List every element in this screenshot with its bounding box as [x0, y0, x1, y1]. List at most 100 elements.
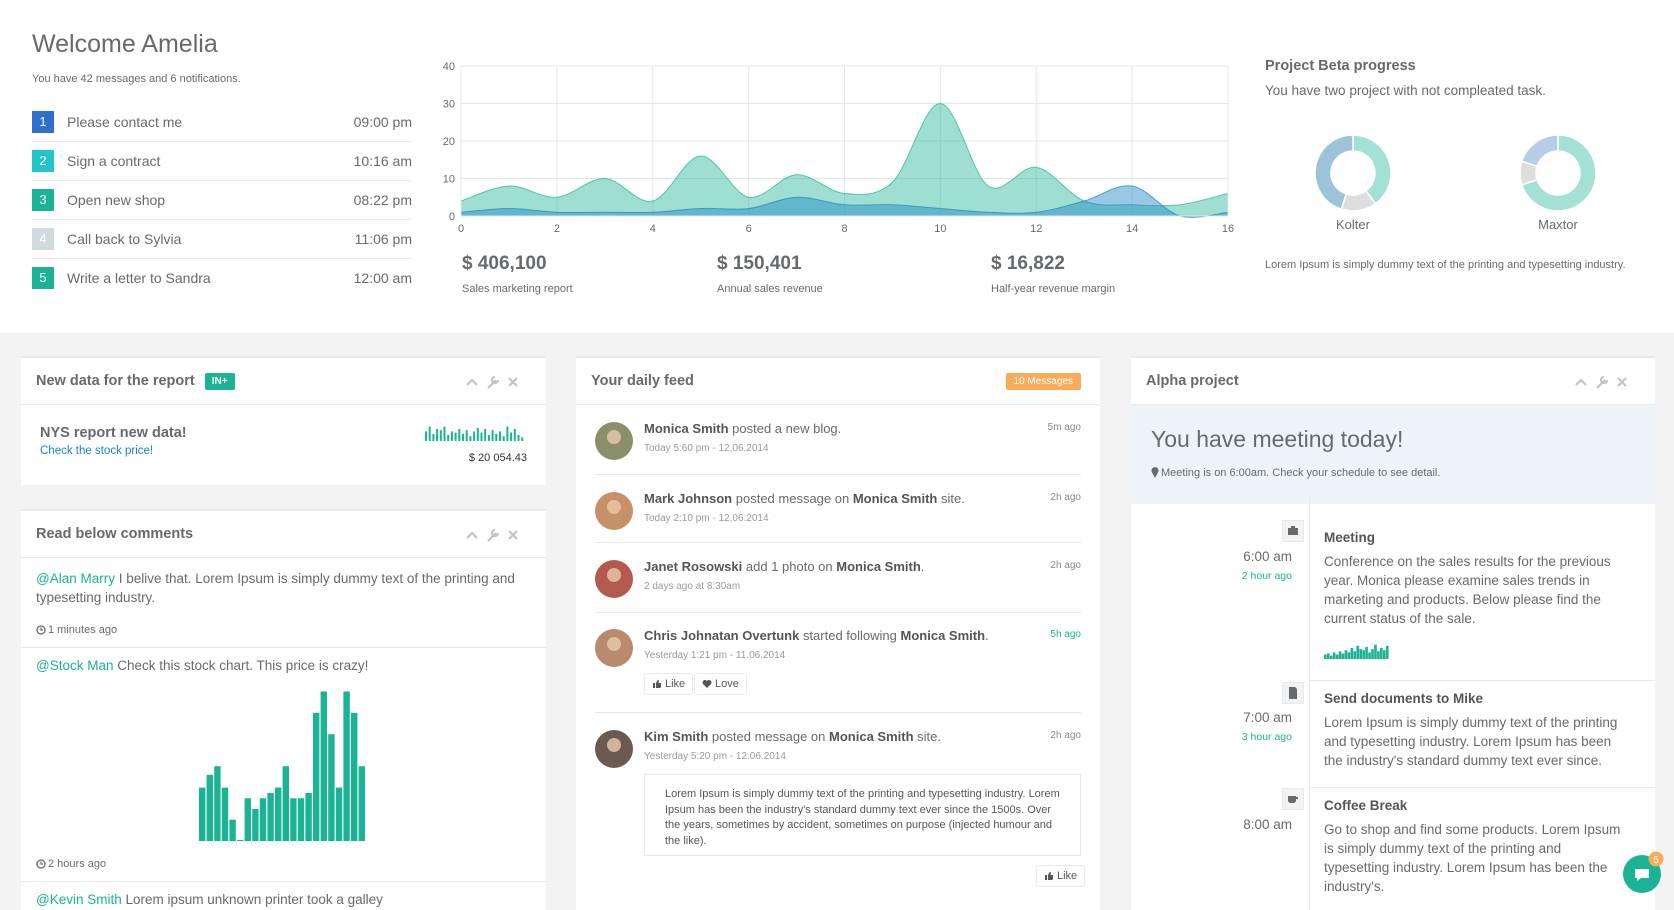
comment-text: @Kevin Smith Lorem ipsum unknown printer… — [36, 890, 531, 909]
collapse-icon[interactable] — [466, 531, 478, 539]
stat-label: Half-year revenue margin — [991, 282, 1116, 295]
donut — [1519, 134, 1597, 212]
report-amount: $ 20 054.43 — [468, 451, 527, 464]
bar — [237, 839, 244, 841]
avatar-face — [607, 637, 621, 651]
bar — [458, 429, 461, 441]
stat-value: $ 150,401 — [717, 252, 802, 274]
welcome-subtitle: You have 42 messages and 6 notifications… — [32, 72, 241, 85]
panel-tools — [1575, 375, 1627, 389]
feed-ago: 2h ago — [1050, 559, 1081, 571]
bar — [443, 426, 446, 441]
feed-badge: 10 Messages — [1005, 373, 1081, 390]
close-icon[interactable] — [1617, 377, 1627, 387]
task-text[interactable]: Call back to Sylvia — [67, 230, 182, 247]
feed-author[interactable]: Janet Rosowski — [644, 559, 743, 574]
feed-author[interactable]: Chris Johnatan Overtunk — [644, 628, 800, 643]
comment-user[interactable]: @Stock Man — [36, 658, 114, 673]
feed-target[interactable]: Monica Smith — [829, 729, 914, 744]
button-icon — [653, 679, 661, 688]
feed-target[interactable]: Monica Smith — [900, 628, 986, 643]
timeline-line — [1309, 496, 1310, 910]
bar — [454, 432, 457, 441]
button-icon — [702, 680, 712, 688]
collapse-icon[interactable] — [1575, 378, 1587, 386]
collapse-icon[interactable] — [466, 378, 478, 386]
task-divider — [32, 180, 412, 181]
donut-slice — [1352, 134, 1392, 205]
button-icon — [1045, 871, 1053, 880]
feed-button[interactable]: Like — [1036, 865, 1086, 887]
panel-header: Alpha project — [1131, 358, 1655, 405]
bar — [1380, 648, 1383, 659]
y-tick-label: 40 — [443, 61, 455, 73]
comment-user[interactable]: @Kevin Smith — [36, 892, 122, 907]
feed-target[interactable]: Monica Smith — [836, 559, 921, 574]
pin-shape — [1151, 467, 1159, 478]
task-divider — [32, 219, 412, 220]
feed-button[interactable]: Love — [694, 673, 747, 695]
close-icon[interactable] — [508, 530, 518, 540]
bar — [313, 712, 320, 841]
feed-author[interactable]: Kim Smith — [644, 729, 709, 744]
report-badge: IN+ — [204, 372, 235, 390]
thumb-icon — [1045, 871, 1053, 880]
stat-label: Sales marketing report — [462, 282, 573, 295]
timeline-ago: 3 hour ago — [1241, 731, 1292, 744]
panel-title: Read below comments — [36, 526, 194, 542]
bar — [335, 787, 343, 841]
bar — [305, 792, 312, 841]
y-tick-label: 20 — [443, 136, 455, 148]
avatar — [595, 422, 633, 460]
feed-author[interactable]: Monica Smith — [644, 421, 729, 436]
wrench-icon[interactable] — [1596, 375, 1609, 389]
bar — [1368, 652, 1371, 659]
bar — [267, 792, 274, 841]
panel-tools — [466, 528, 518, 542]
task-text[interactable]: Open new shop — [67, 191, 166, 208]
bar — [1332, 652, 1336, 659]
timeline-divider — [1309, 787, 1655, 788]
wrench-icon[interactable] — [487, 375, 500, 389]
stat-value: $ 406,100 — [462, 252, 547, 274]
feed-target[interactable]: Monica Smith — [852, 491, 938, 506]
feed-action: posted message on — [735, 491, 850, 506]
feed-text: Janet Rosowski add 1 photo on Monica Smi… — [644, 558, 924, 576]
comment-divider — [21, 647, 546, 648]
comment-user[interactable]: @Alan Marry — [36, 571, 115, 586]
button-label: Like — [1057, 870, 1078, 882]
bar — [499, 431, 501, 441]
report-link[interactable]: Check the stock price! — [40, 444, 154, 457]
icon-glyph — [1289, 687, 1297, 699]
timeline-time: 8:00 am — [1243, 817, 1292, 833]
report-heading: NYS report new data! — [40, 424, 187, 441]
feed-date: Yesterday 5:20 pm - 12.06.2014 — [644, 750, 786, 762]
avatar-face — [607, 738, 621, 752]
area-line — [460, 102, 1229, 207]
bar — [1338, 651, 1342, 659]
x-tick-label: 16 — [1222, 223, 1234, 235]
bar — [502, 436, 505, 441]
bar — [351, 712, 358, 841]
stat-value: $ 16,822 — [991, 252, 1065, 274]
panel-header: New data for the report IN+ — [21, 358, 546, 405]
chat-badge-bg — [1648, 851, 1664, 867]
project-subtitle: You have two project with not compleated… — [1265, 83, 1546, 99]
task-text[interactable]: Write a letter to Sandra — [67, 269, 211, 286]
timeline-time: 7:00 am — [1243, 710, 1292, 726]
feed-date: Yesterday 1:21 pm - 11.06.2014 — [644, 649, 786, 661]
close-icon[interactable] — [508, 377, 518, 387]
donut — [1314, 134, 1392, 212]
wrench-icon[interactable] — [487, 528, 500, 542]
feed-button[interactable]: Like — [644, 673, 694, 695]
welcome-title: Welcome Amelia — [32, 29, 218, 58]
bar — [447, 435, 450, 441]
donut-label: Kolter — [1336, 216, 1370, 232]
feed-author[interactable]: Mark Johnson — [644, 491, 733, 506]
comment-time: 1 minutes ago — [48, 623, 118, 636]
task-badge: 2 — [32, 150, 54, 172]
timeline-title: Send documents to Mike — [1324, 691, 1484, 707]
clock-face — [36, 859, 46, 869]
task-text[interactable]: Sign a contract — [67, 152, 161, 169]
task-text[interactable]: Please contact me — [67, 113, 183, 130]
